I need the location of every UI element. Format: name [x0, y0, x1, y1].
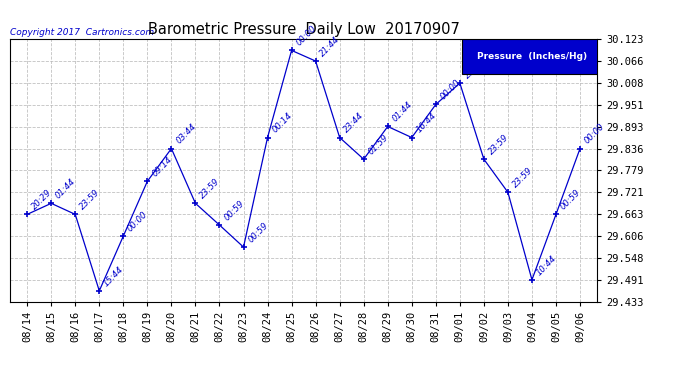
Text: 00:00: 00:00 — [439, 78, 462, 102]
Text: 21:44: 21:44 — [318, 34, 342, 58]
Text: 15:44: 15:44 — [102, 264, 126, 288]
Text: 01:44: 01:44 — [54, 177, 77, 201]
Text: 23:59: 23:59 — [486, 133, 510, 156]
FancyBboxPatch shape — [462, 39, 603, 74]
Text: 00:00: 00:00 — [583, 122, 607, 146]
Text: 00:14: 00:14 — [270, 111, 294, 135]
Text: Pressure  (Inches/Hg): Pressure (Inches/Hg) — [477, 52, 587, 61]
Title: Barometric Pressure  Daily Low  20170907: Barometric Pressure Daily Low 20170907 — [148, 22, 460, 37]
Text: 09:14: 09:14 — [150, 155, 174, 178]
Text: 03:44: 03:44 — [174, 122, 198, 146]
Text: 01:59: 01:59 — [366, 133, 390, 156]
Text: 00:59: 00:59 — [222, 199, 246, 222]
Text: 20:29: 20:29 — [30, 188, 54, 211]
Text: 23:59: 23:59 — [462, 57, 486, 80]
Text: 23:59: 23:59 — [511, 166, 534, 189]
Text: 23:59: 23:59 — [78, 188, 101, 211]
Text: 01:44: 01:44 — [391, 100, 414, 124]
Text: 16:44: 16:44 — [415, 111, 438, 135]
Text: 10:44: 10:44 — [535, 254, 558, 277]
Text: 00:59: 00:59 — [246, 221, 270, 245]
Text: 00:00: 00:00 — [295, 24, 318, 48]
Text: 23:59: 23:59 — [198, 177, 221, 201]
Text: 00:59: 00:59 — [559, 188, 582, 211]
Text: Copyright 2017  Cartronics.com: Copyright 2017 Cartronics.com — [10, 28, 155, 37]
Text: 23:44: 23:44 — [342, 111, 366, 135]
Text: 00:00: 00:00 — [126, 210, 150, 233]
